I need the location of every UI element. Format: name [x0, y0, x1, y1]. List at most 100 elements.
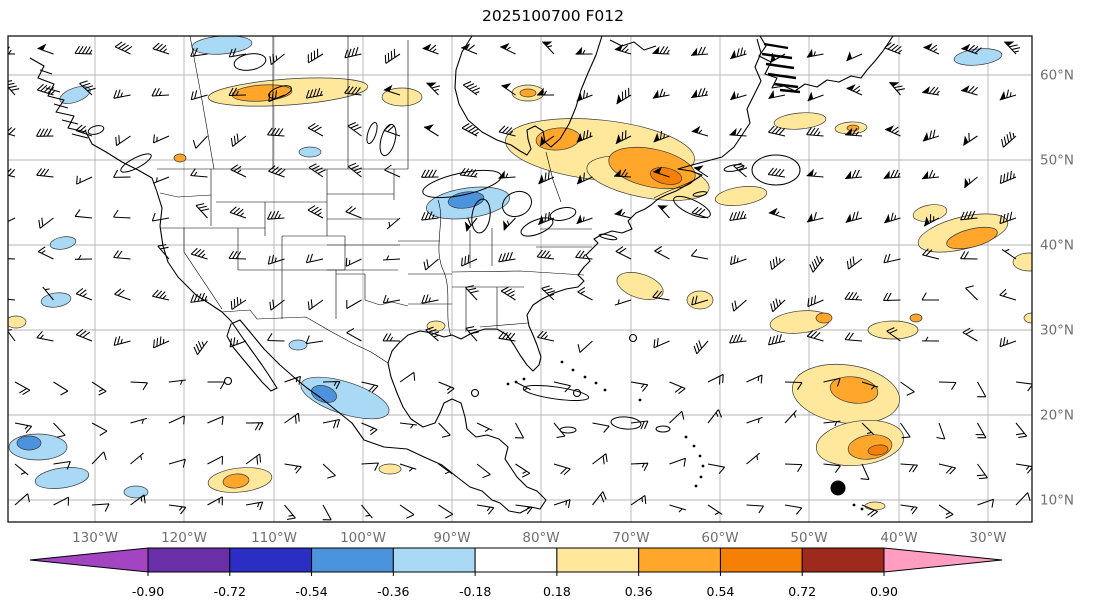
wind-barb — [884, 42, 903, 55]
wind-barb — [421, 294, 439, 304]
wind-barb — [503, 217, 516, 231]
wind-pennant — [576, 214, 583, 224]
wind-pennant — [922, 170, 929, 179]
wind-barb — [768, 94, 786, 100]
wind-barb — [542, 41, 555, 55]
wind-barb — [346, 327, 362, 342]
wind-barb — [192, 135, 208, 149]
anomaly-region — [953, 48, 1003, 66]
wind-barb — [770, 298, 786, 313]
wind-barb — [693, 167, 709, 178]
lake-outline — [501, 190, 533, 218]
wind-barb — [8, 80, 20, 96]
wind-barb — [614, 299, 632, 306]
wind-barb — [999, 89, 1017, 101]
wind-barb — [229, 206, 247, 219]
wind-barb — [8, 298, 16, 301]
wind-barb — [421, 169, 439, 178]
small-island — [583, 375, 587, 379]
wind-pennant — [806, 48, 813, 58]
wind-barb — [423, 126, 439, 137]
anomaly-region — [191, 36, 253, 55]
colorbar-segment — [311, 547, 394, 573]
y-tick-label: 20°N — [1040, 408, 1074, 424]
wind-barb — [963, 132, 978, 146]
wind-barb — [459, 167, 478, 178]
wind-barb — [806, 172, 824, 178]
wind-barb — [438, 504, 454, 519]
small-island — [603, 388, 607, 392]
colorbar-tick-label: 0.18 — [543, 584, 571, 599]
island-outline — [723, 164, 745, 172]
state-border — [545, 151, 562, 203]
wind-barb — [75, 328, 93, 342]
wind-barb — [465, 217, 478, 232]
small-island — [694, 484, 698, 488]
wind-barbs-layer — [8, 41, 1032, 521]
wind-barb — [999, 337, 1017, 348]
colorbar-segment — [147, 547, 231, 573]
wind-pennant — [653, 132, 660, 142]
x-tick-label: 40°W — [880, 530, 917, 546]
wind-pennant — [922, 86, 930, 94]
wind-barb — [553, 422, 566, 439]
map-frame — [7, 35, 1033, 523]
wind-barb — [977, 381, 987, 398]
wind-barb — [426, 82, 441, 96]
wind-pennant — [424, 124, 434, 131]
small-island — [699, 475, 703, 479]
wind-barb — [922, 129, 940, 142]
wind-barb — [113, 336, 131, 346]
colorbar-tick-label: 0.54 — [707, 584, 735, 599]
coastline — [29, 38, 762, 514]
wind-barb — [938, 381, 957, 390]
wind-barb — [345, 206, 362, 219]
wind-barb — [846, 53, 863, 62]
wind-barb — [733, 162, 748, 178]
wind-pennant — [845, 213, 852, 223]
wind-barb — [746, 416, 763, 424]
wind-barb — [37, 246, 54, 260]
wind-barb — [268, 165, 286, 178]
wind-barb — [1015, 492, 1031, 506]
wind-barb — [962, 327, 978, 342]
wind-barb — [476, 422, 493, 432]
anomaly-region — [616, 272, 664, 300]
wind-barb — [652, 290, 670, 301]
wind-barb — [347, 122, 362, 137]
wind-barb — [498, 173, 516, 179]
anomaly-region — [123, 485, 149, 499]
wind-barb — [152, 289, 170, 301]
wind-barb — [113, 209, 131, 219]
small-island — [594, 381, 598, 385]
wind-pennant — [999, 91, 1006, 100]
anomaly-region — [714, 186, 768, 206]
wind-barb — [900, 463, 918, 473]
island-outline — [692, 191, 708, 197]
wind-barb — [592, 422, 610, 433]
wind-barb — [575, 49, 593, 55]
wind-barb — [575, 250, 593, 260]
wind-barb — [152, 336, 170, 349]
wind-barb — [346, 299, 362, 309]
wind-barb — [921, 336, 940, 342]
coastline — [454, 36, 603, 156]
wind-pennant — [964, 177, 969, 188]
wind-pennant — [575, 46, 583, 55]
wind-barb — [975, 422, 987, 439]
coastline — [758, 36, 894, 92]
state-border — [183, 228, 223, 310]
wind-barb — [228, 250, 247, 260]
anomaly-region — [1023, 312, 1032, 324]
wind-barb — [53, 460, 71, 470]
wind-barb — [91, 451, 107, 465]
small-island — [860, 507, 864, 511]
wind-barb — [693, 340, 709, 355]
wind-barb — [806, 51, 824, 58]
wind-pennant — [501, 83, 512, 89]
wind-barb — [14, 422, 33, 434]
wind-pennant — [652, 89, 659, 99]
coastline — [609, 39, 657, 51]
wind-barb — [823, 377, 841, 387]
anomaly-region — [222, 473, 250, 489]
